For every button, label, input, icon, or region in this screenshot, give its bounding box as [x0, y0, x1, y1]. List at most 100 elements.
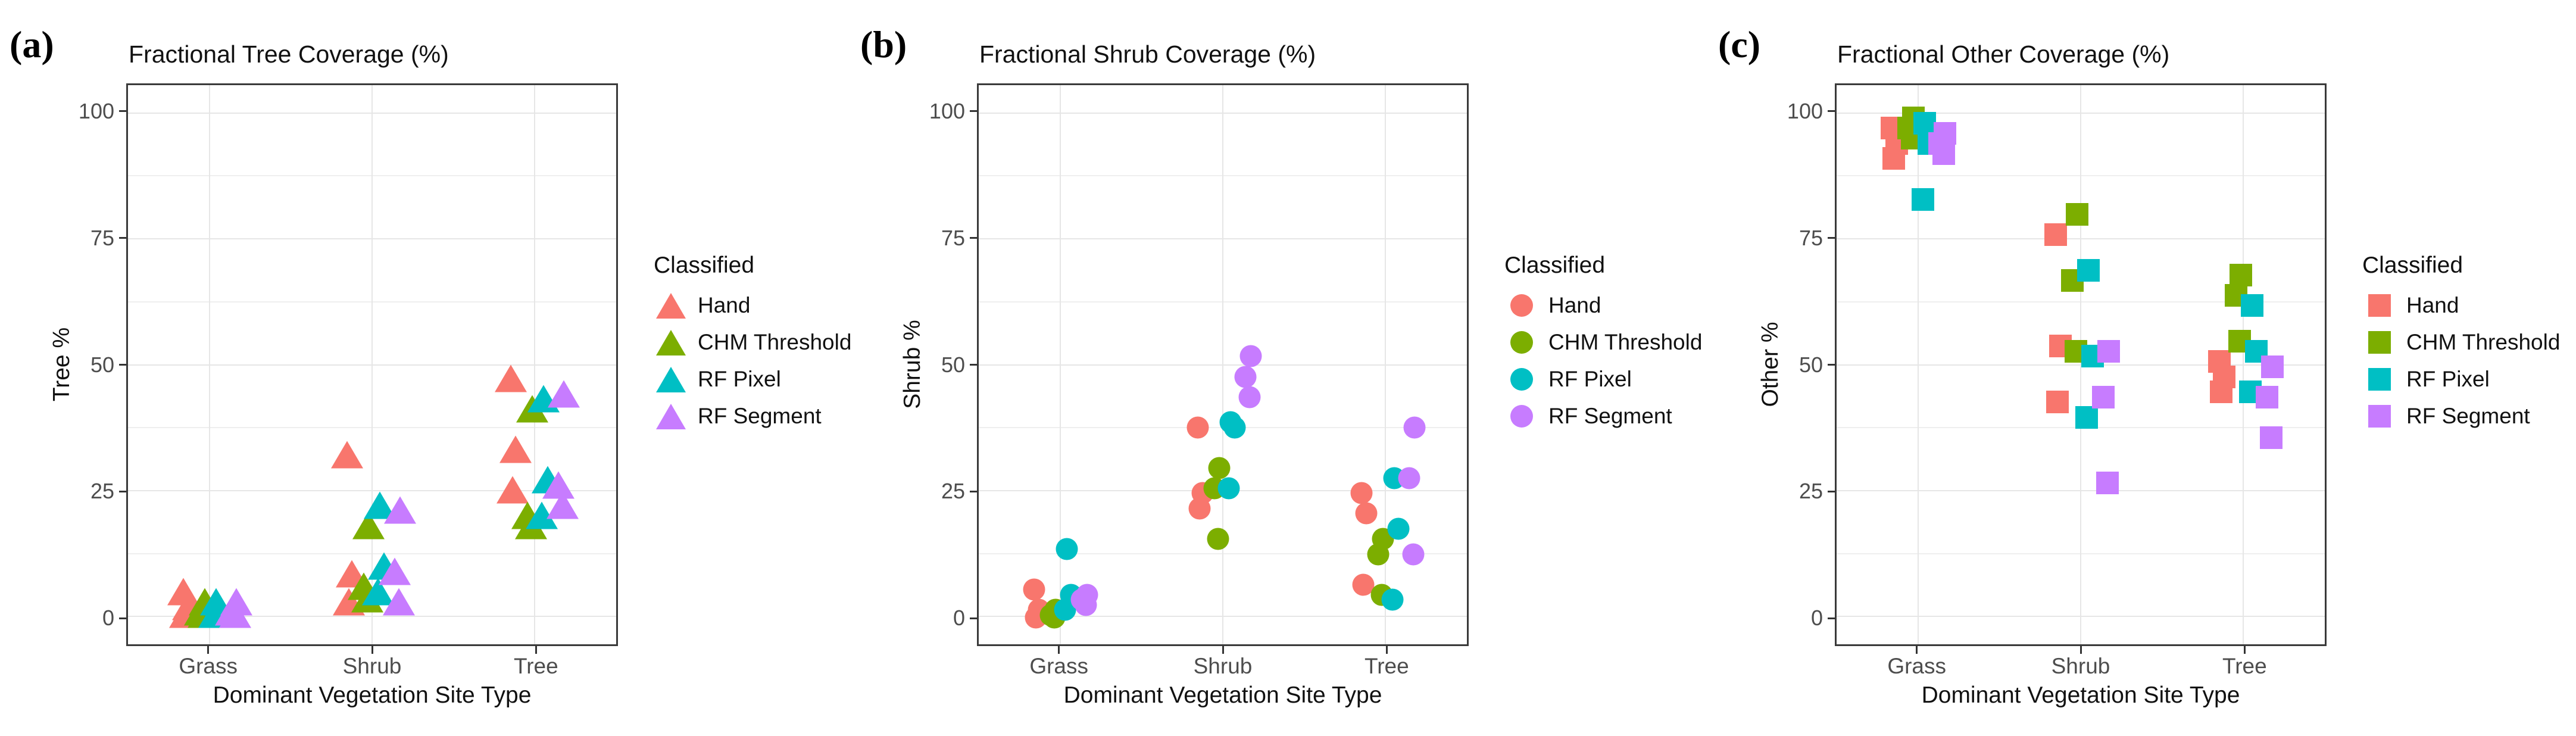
chart-title: Fractional Shrub Coverage (%) — [979, 40, 1316, 68]
data-point — [1023, 578, 1045, 601]
legend-item-label: RF Pixel — [698, 367, 781, 391]
legend-item: RF Segment — [2362, 398, 2560, 435]
legend-item: RF Segment — [654, 398, 851, 435]
data-point — [384, 496, 416, 524]
plot-panel — [977, 83, 1469, 646]
y-tick-label: 100 — [929, 98, 965, 123]
subplot-a-tree-coverage: (a) Fractional Tree Coverage (%) Tree % … — [0, 0, 867, 736]
x-gridline — [1059, 85, 1061, 644]
x-tick-label: Tree — [1364, 654, 1409, 678]
data-point — [1403, 416, 1426, 439]
y-tick-label: 50 — [90, 352, 114, 377]
chm-threshold-swatch-circle-icon — [1504, 331, 1539, 354]
y-axis-title: Other % — [1757, 322, 1783, 407]
x-gridline — [1385, 85, 1387, 644]
legend-items: Hand CHM Threshold RF Pixel RF Segment — [1504, 287, 1702, 435]
legend-item-label: Hand — [2406, 293, 2459, 317]
panel-label-c: (c) — [1718, 23, 1761, 66]
rf-segment-swatch-square-icon — [2362, 405, 2397, 428]
x-axis-title: Dominant Vegetation Site Type — [1063, 682, 1382, 708]
data-point — [1217, 477, 1240, 500]
y-tick-mark — [119, 110, 126, 113]
plot-panel — [126, 83, 618, 646]
legend-item-label: Hand — [1548, 293, 1601, 317]
data-point — [218, 600, 251, 628]
legend-item: RF Pixel — [1504, 361, 1702, 398]
x-tick-mark — [1385, 646, 1388, 654]
x-tick-mark — [371, 646, 373, 654]
x-gridline — [1917, 85, 1919, 644]
subplot-c-other-coverage: (c) Fractional Other Coverage (%) Other … — [1709, 0, 2576, 736]
x-tick-mark — [207, 646, 210, 654]
x-tick-mark — [1058, 646, 1060, 654]
data-point — [1352, 573, 1375, 596]
legend-item: Hand — [1504, 287, 1702, 324]
y-tick-label: 50 — [941, 352, 965, 377]
y-tick-mark — [1828, 110, 1835, 113]
data-point — [548, 380, 580, 408]
legend-item-label: RF Segment — [1548, 404, 1672, 428]
y-tick-label: 100 — [1787, 98, 1823, 123]
legend-item-label: CHM Threshold — [2406, 330, 2561, 354]
data-point — [1208, 457, 1231, 479]
legend-item-label: CHM Threshold — [1548, 330, 1703, 354]
data-point — [1402, 543, 1425, 565]
rf-pixel-swatch-triangle-icon — [654, 366, 688, 392]
data-point — [1882, 147, 1905, 170]
legend-item-label: RF Pixel — [2406, 367, 2490, 391]
y-tick-mark — [1828, 617, 1835, 619]
data-point — [1234, 366, 1257, 388]
subplot-b-shrub-coverage: (b) Fractional Shrub Coverage (%) Shrub … — [851, 0, 1718, 736]
y-tick-label: 0 — [102, 606, 114, 631]
plot-panel — [1835, 83, 2327, 646]
legend-item: CHM Threshold — [2362, 324, 2560, 361]
data-point — [2210, 381, 2233, 404]
legend-item-label: RF Segment — [2406, 404, 2530, 428]
y-tick-mark — [119, 490, 126, 492]
legend-items: Hand CHM Threshold RF Pixel RF Segment — [654, 287, 851, 435]
data-point — [2230, 264, 2253, 287]
x-gridline — [2080, 85, 2081, 644]
rf-segment-swatch-triangle-icon — [654, 403, 688, 429]
chart-title: Fractional Other Coverage (%) — [1837, 40, 2170, 68]
data-point — [1381, 588, 1404, 611]
data-point — [1239, 345, 1262, 367]
y-tick-mark — [970, 110, 977, 113]
data-point — [1238, 386, 1261, 408]
data-point — [1075, 594, 1097, 616]
x-tick-label: Shrub — [342, 654, 402, 678]
y-tick-label: 75 — [941, 225, 965, 250]
legend: Classified Hand CHM Threshold RF Pixel RF S… — [1504, 252, 1702, 435]
data-point — [2044, 223, 2067, 247]
data-point — [1186, 416, 1209, 439]
legend-item: RF Pixel — [2362, 361, 2560, 398]
legend-item-label: CHM Threshold — [698, 330, 852, 354]
data-point — [2077, 258, 2100, 282]
rf-pixel-swatch-square-icon — [2362, 368, 2397, 391]
x-tick-label: Tree — [513, 654, 558, 678]
data-point — [2261, 355, 2284, 378]
x-tick-mark — [1222, 646, 1224, 654]
legend-item: Hand — [654, 287, 851, 324]
y-tick-mark — [970, 490, 977, 492]
data-point — [2241, 294, 2264, 317]
data-point — [499, 435, 532, 463]
data-point — [331, 441, 363, 469]
data-point — [2092, 385, 2115, 408]
y-tick-label: 0 — [953, 606, 965, 631]
legend-title: Classified — [654, 252, 755, 278]
y-tick-label: 75 — [1798, 225, 1823, 250]
data-point — [1223, 416, 1246, 439]
x-tick-label: Shrub — [1193, 654, 1253, 678]
x-gridline — [534, 85, 536, 644]
x-tick-label: Grass — [1887, 654, 1946, 678]
y-tick-mark — [1828, 237, 1835, 239]
data-point — [1932, 142, 1955, 165]
legend-item: CHM Threshold — [1504, 324, 1702, 361]
data-point — [2097, 339, 2120, 363]
data-point — [1188, 497, 1211, 520]
data-point — [497, 476, 529, 504]
data-point — [2096, 472, 2119, 495]
legend-title: Classified — [2362, 252, 2463, 278]
